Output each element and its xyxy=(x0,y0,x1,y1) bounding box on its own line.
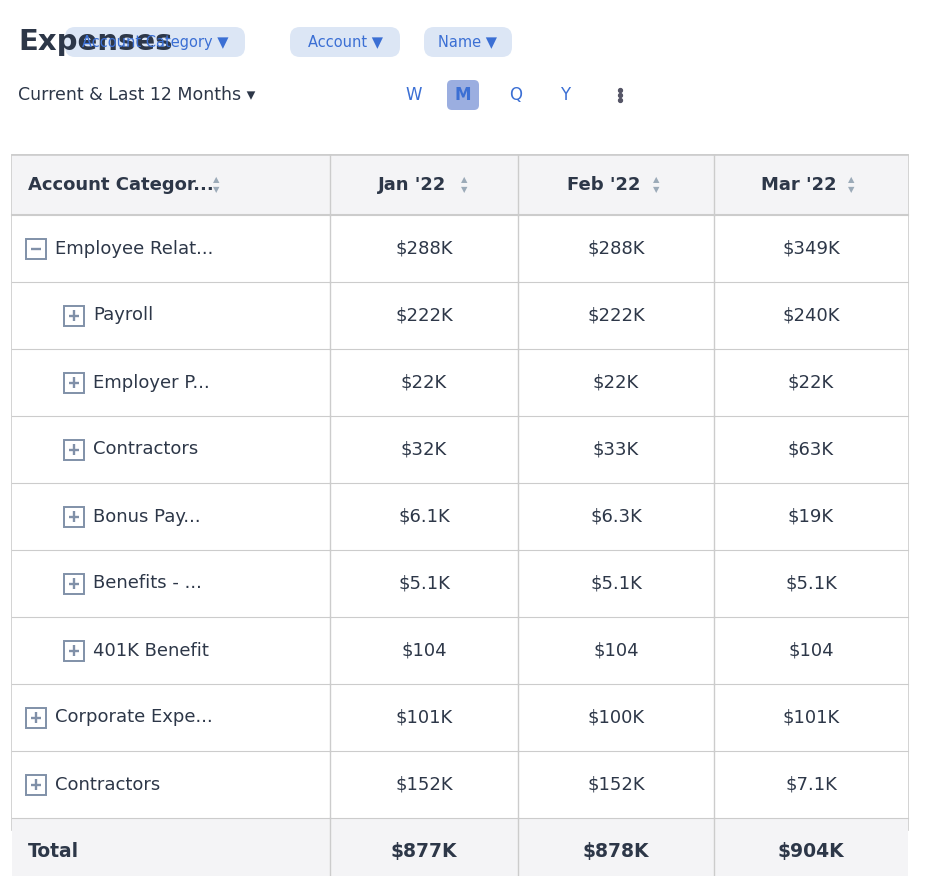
Text: $33K: $33K xyxy=(593,441,639,458)
Text: ▲: ▲ xyxy=(461,175,468,185)
Text: ▲: ▲ xyxy=(847,175,855,185)
Text: $288K: $288K xyxy=(587,239,644,258)
Text: $22K: $22K xyxy=(788,373,834,392)
Text: $222K: $222K xyxy=(395,307,453,324)
Text: Benefits - ...: Benefits - ... xyxy=(93,575,202,592)
Text: Mar '22: Mar '22 xyxy=(761,176,837,194)
Bar xyxy=(12,483,908,550)
Text: ▼: ▼ xyxy=(213,186,219,194)
Text: $22K: $22K xyxy=(593,373,639,392)
Text: Payroll: Payroll xyxy=(93,307,153,324)
Bar xyxy=(12,155,908,215)
Bar xyxy=(64,306,84,326)
Text: 401K Benefit: 401K Benefit xyxy=(93,641,209,660)
FancyBboxPatch shape xyxy=(290,27,400,57)
Text: Account Categor...: Account Categor... xyxy=(28,176,214,194)
Bar xyxy=(12,818,908,876)
Text: $152K: $152K xyxy=(587,775,644,794)
Text: Corporate Expe...: Corporate Expe... xyxy=(55,709,213,726)
Text: Contractors: Contractors xyxy=(93,441,198,458)
Bar xyxy=(12,349,908,416)
FancyBboxPatch shape xyxy=(424,27,512,57)
Text: $101K: $101K xyxy=(395,709,453,726)
Bar xyxy=(64,506,84,526)
Bar xyxy=(12,155,908,830)
Text: ▼: ▼ xyxy=(461,186,468,194)
Text: Feb '22: Feb '22 xyxy=(568,176,641,194)
Text: $6.3K: $6.3K xyxy=(590,507,642,526)
Text: Contractors: Contractors xyxy=(55,775,160,794)
Bar xyxy=(12,215,908,282)
Bar xyxy=(12,550,908,617)
Bar xyxy=(26,238,46,258)
Text: $878K: $878K xyxy=(582,842,649,861)
Text: $63K: $63K xyxy=(788,441,834,458)
Text: Jan '22: Jan '22 xyxy=(378,176,446,194)
Text: $288K: $288K xyxy=(395,239,453,258)
Bar xyxy=(64,372,84,392)
Text: $32K: $32K xyxy=(401,441,447,458)
Text: $5.1K: $5.1K xyxy=(785,575,837,592)
Text: $877K: $877K xyxy=(391,842,457,861)
Bar xyxy=(26,774,46,795)
Bar xyxy=(12,282,908,349)
Text: $152K: $152K xyxy=(395,775,453,794)
Bar xyxy=(12,684,908,751)
Text: Total: Total xyxy=(28,842,79,861)
Text: $7.1K: $7.1K xyxy=(785,775,837,794)
Text: ▲: ▲ xyxy=(653,175,659,185)
Text: Employee Relat...: Employee Relat... xyxy=(55,239,213,258)
Bar xyxy=(64,440,84,460)
Text: $349K: $349K xyxy=(782,239,840,258)
Text: $19K: $19K xyxy=(788,507,834,526)
FancyBboxPatch shape xyxy=(65,27,245,57)
Text: $104: $104 xyxy=(401,641,447,660)
Text: $6.1K: $6.1K xyxy=(398,507,450,526)
Text: $22K: $22K xyxy=(401,373,447,392)
Text: ▼: ▼ xyxy=(653,186,659,194)
Bar xyxy=(64,574,84,594)
Text: $104: $104 xyxy=(788,641,833,660)
Text: $101K: $101K xyxy=(782,709,840,726)
Text: Y: Y xyxy=(560,86,570,104)
FancyBboxPatch shape xyxy=(447,80,479,110)
Text: Expenses: Expenses xyxy=(18,28,172,56)
Text: Q: Q xyxy=(509,86,522,104)
Text: Bonus Pay...: Bonus Pay... xyxy=(93,507,201,526)
Text: Name ▼: Name ▼ xyxy=(439,34,497,50)
Text: $222K: $222K xyxy=(587,307,644,324)
Text: $240K: $240K xyxy=(782,307,840,324)
Text: Current & Last 12 Months ▾: Current & Last 12 Months ▾ xyxy=(18,86,256,104)
Bar xyxy=(12,751,908,818)
Text: ▲: ▲ xyxy=(213,175,219,185)
Text: $5.1K: $5.1K xyxy=(398,575,450,592)
Text: $904K: $904K xyxy=(778,842,845,861)
Text: Account ▼: Account ▼ xyxy=(307,34,382,50)
Text: $100K: $100K xyxy=(587,709,644,726)
Bar xyxy=(12,617,908,684)
Text: W: W xyxy=(406,86,422,104)
Bar xyxy=(64,640,84,661)
Text: M: M xyxy=(455,86,471,104)
Text: ▼: ▼ xyxy=(847,186,855,194)
Text: Employer P...: Employer P... xyxy=(93,373,210,392)
Text: $104: $104 xyxy=(594,641,639,660)
Bar xyxy=(26,708,46,727)
Text: Account Category ▼: Account Category ▼ xyxy=(81,34,228,50)
Text: $5.1K: $5.1K xyxy=(590,575,642,592)
Bar xyxy=(12,416,908,483)
